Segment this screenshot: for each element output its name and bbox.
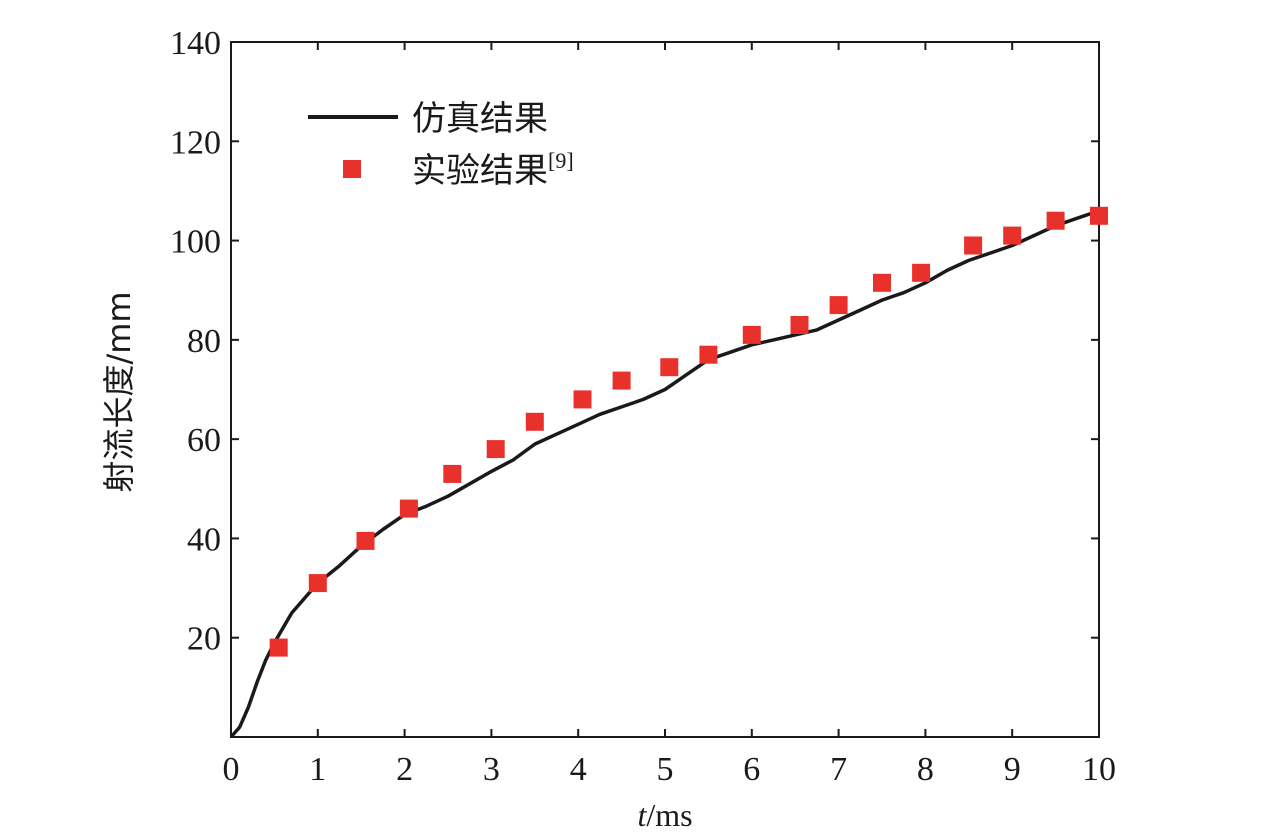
x-tick-label: 0 [223,751,240,788]
data-point-experiment [269,638,288,657]
x-tick-label: 2 [396,751,413,788]
data-point-experiment [699,345,718,364]
data-point-experiment [912,263,931,282]
data-point-experiment [829,296,848,315]
data-point-experiment [660,358,679,377]
data-point-experiment [790,316,809,334]
x-tick-label: 5 [657,751,674,788]
x-axis-label-unit: /ms [646,797,692,833]
legend: 仿真结果 实验结果[9] [308,99,574,191]
data-point-experiment [1003,226,1022,245]
y-axis-label: 射流长度/mm [100,291,138,492]
data-point-experiment [308,574,327,593]
data-point-experiment [443,464,462,483]
data-point-experiment [525,412,544,431]
data-point-experiment [1046,211,1065,230]
x-tick-label: 7 [830,751,847,788]
data-point-experiment [742,325,761,344]
axes: 0 1 2 3 4 5 6 7 8 9 10 20 40 60 80 100 120 140 [170,25,1116,788]
x-tick-label: 10 [1082,751,1116,788]
x-tick-label: 8 [917,751,934,788]
legend-label-experiment-text: 实验结果 [412,151,548,191]
data-point-experiment [1090,206,1108,225]
data-point-experiment [399,499,418,518]
data-point-experiment [964,236,983,255]
series-line-simulation [229,209,1100,739]
data-point-experiment [873,273,891,292]
data-point-experiment [356,531,375,550]
x-tick-label: 6 [743,751,760,788]
x-tick-label: 4 [570,751,587,788]
x-axis-label: t/ms [637,797,692,833]
y-tick-label: 20 [187,621,221,658]
legend-label-simulation: 仿真结果 [412,99,548,139]
y-tick-label: 140 [170,25,221,62]
x-tick-label: 9 [1004,751,1021,788]
legend-label-experiment-ref: [9] [548,148,574,173]
y-tick-label: 40 [187,521,221,558]
y-tick-label: 80 [187,323,221,360]
series-layer [229,206,1108,739]
x-axis-label-variable: t [637,797,647,833]
data-point-experiment [573,390,592,409]
y-tick-label: 60 [187,422,221,459]
x-tick-label: 3 [483,751,500,788]
data-point-experiment [486,440,505,459]
legend-label-experiment: 实验结果[9] [412,148,574,191]
x-tick-label: 1 [309,751,326,788]
legend-marker-swatch [343,160,361,178]
y-tick-label: 120 [170,124,221,161]
y-tick-label: 100 [170,224,221,261]
data-point-experiment [612,371,631,390]
